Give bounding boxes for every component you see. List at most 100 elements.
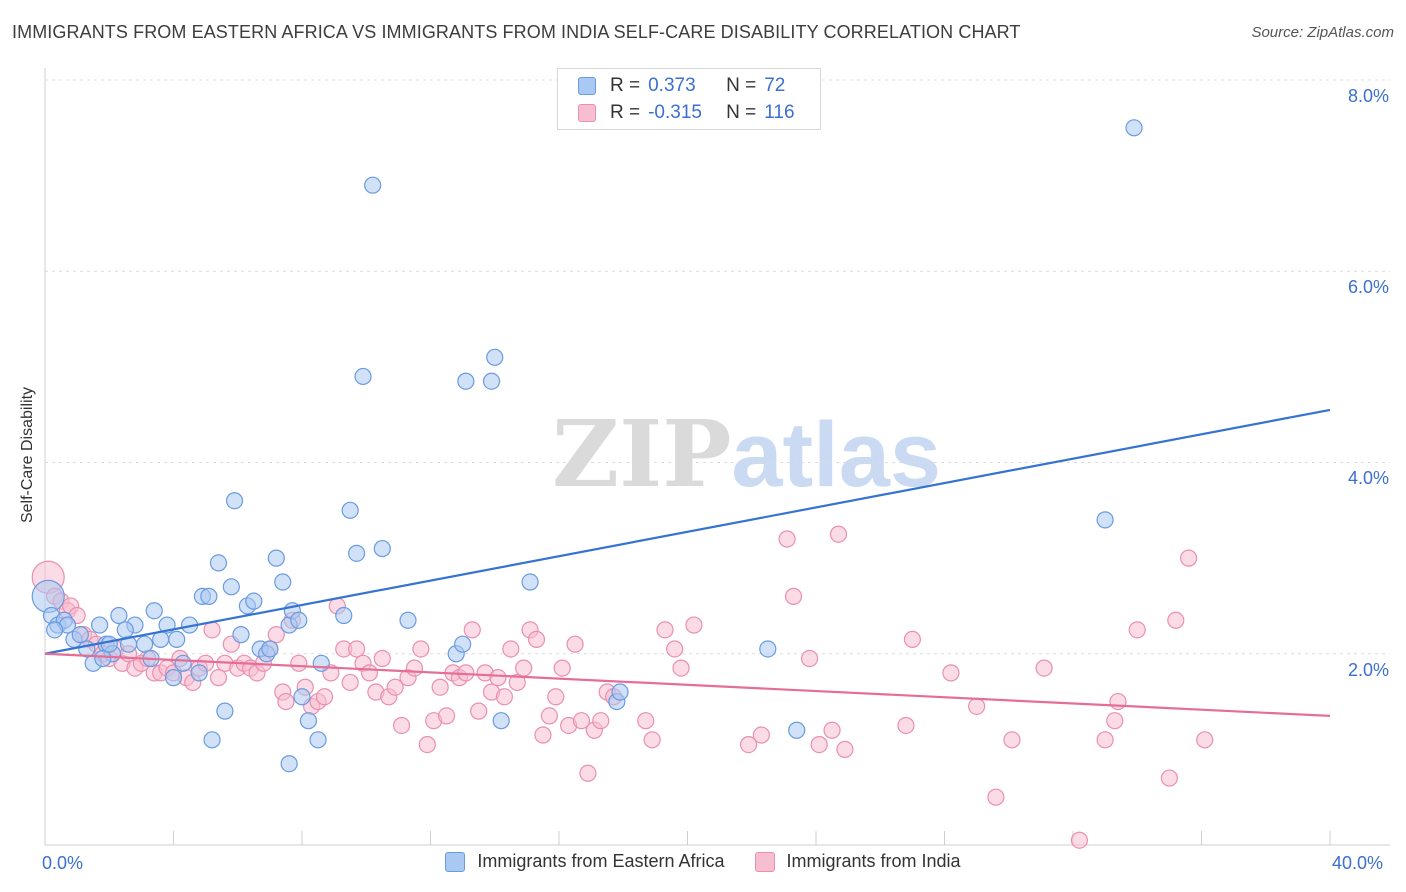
point-india (942, 664, 960, 682)
point-india (778, 530, 796, 548)
point-india (515, 659, 533, 677)
point-eastern-africa (457, 372, 475, 390)
point-india (534, 726, 552, 744)
point-india (373, 649, 391, 668)
point-eastern-africa (399, 611, 417, 629)
point-india (637, 712, 655, 730)
point-eastern-africa (611, 683, 629, 701)
point-eastern-africa (299, 712, 318, 730)
point-eastern-africa (335, 606, 353, 625)
point-eastern-africa (110, 606, 128, 625)
point-eastern-africa (100, 635, 118, 653)
point-india (547, 688, 565, 706)
point-eastern-africa (1096, 511, 1114, 529)
point-eastern-africa (759, 640, 777, 658)
point-india (553, 659, 571, 677)
point-eastern-africa (174, 654, 192, 672)
point-india (341, 673, 359, 692)
point-india (508, 673, 526, 692)
point-india (1160, 769, 1178, 787)
point-india (572, 712, 591, 730)
point-eastern-africa (486, 348, 504, 366)
point-eastern-africa (164, 669, 183, 687)
legend-swatch-blue (578, 77, 596, 95)
point-eastern-africa (232, 626, 250, 644)
point-eastern-africa (290, 611, 308, 629)
point-india (502, 640, 520, 658)
point-india (386, 678, 404, 696)
x-tick-0: 0.0% (42, 853, 84, 873)
point-india (527, 630, 546, 649)
point-india (810, 735, 828, 754)
point-india (968, 697, 986, 715)
point-eastern-africa (293, 688, 311, 706)
legend-n-label: N = (726, 102, 757, 123)
point-india (412, 640, 430, 658)
point-india (1180, 549, 1198, 567)
point-india (666, 640, 684, 658)
point-india (784, 587, 803, 605)
point-india (1035, 659, 1053, 677)
point-india (392, 716, 411, 735)
point-india (685, 616, 703, 634)
point-eastern-africa (312, 654, 330, 672)
point-india (656, 621, 674, 639)
legend-item-india[interactable]: Immigrants from India (754, 851, 961, 872)
point-india (987, 788, 1005, 806)
point-eastern-africa (168, 630, 186, 649)
point-india (463, 621, 481, 639)
point-eastern-africa (373, 539, 391, 558)
watermark: ZIPatlas (552, 400, 941, 508)
point-eastern-africa (274, 573, 292, 591)
y-tick-6: 6.0% (1348, 277, 1390, 297)
point-india (836, 740, 854, 758)
point-eastern-africa (222, 578, 240, 596)
point-eastern-africa (203, 731, 221, 749)
point-eastern-africa (1125, 119, 1143, 137)
point-india (752, 726, 770, 744)
point-india (1106, 712, 1124, 730)
point-eastern-africa (135, 635, 154, 653)
point-eastern-africa (190, 664, 208, 682)
chart-title: IMMIGRANTS FROM EASTERN AFRICA VS IMMIGR… (12, 22, 1021, 42)
point-india (540, 707, 558, 725)
point-india (592, 712, 610, 730)
point-india (315, 688, 334, 706)
point-india (431, 678, 449, 696)
point-eastern-africa (91, 616, 109, 634)
point-eastern-africa (354, 367, 372, 386)
point-india (360, 664, 379, 682)
point-eastern-africa (94, 649, 112, 668)
watermark-atlas: atlas (731, 404, 942, 506)
legend-r-label: R = (610, 75, 641, 96)
point-india (1096, 731, 1114, 749)
point-india (1003, 731, 1021, 749)
point-india (800, 649, 819, 668)
point-india (829, 525, 848, 543)
legend-label-india: Immigrants from India (786, 851, 961, 871)
point-india (823, 721, 841, 739)
point-eastern-africa (209, 554, 228, 572)
legend-item-eastern-africa[interactable]: Immigrants from Eastern Africa (445, 851, 725, 872)
point-india (277, 692, 295, 711)
point-india (489, 669, 507, 687)
watermark-zip: ZIP (552, 400, 732, 508)
point-india (1109, 692, 1127, 711)
legend-swatch-pink (578, 104, 596, 122)
point-india (470, 702, 488, 720)
legend-row-india: R = -0.315 N = 116 (578, 100, 795, 126)
point-eastern-africa (492, 712, 510, 730)
legend-r-label: R = (610, 102, 641, 123)
point-india (495, 688, 513, 706)
point-india (897, 716, 915, 735)
point-eastern-africa (341, 501, 359, 519)
point-india (348, 640, 366, 658)
point-india (267, 626, 285, 644)
trendline-eastern-africa (44, 408, 1331, 655)
legend-n-value: 116 (764, 102, 795, 123)
point-india (672, 659, 690, 677)
point-eastern-africa (309, 731, 327, 749)
point-india (405, 659, 424, 677)
y-tick-8: 8.0% (1348, 86, 1390, 106)
legend-n-label: N = (726, 75, 757, 96)
